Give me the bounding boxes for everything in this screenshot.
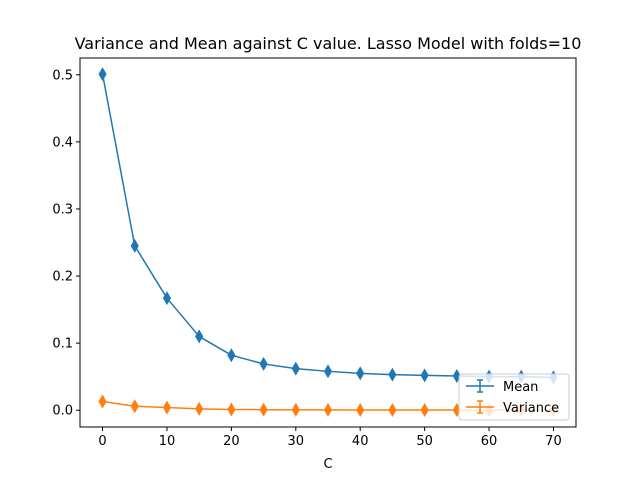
series-variance-point <box>162 400 172 415</box>
chart-title: Variance and Mean against C value. Lasso… <box>75 34 582 53</box>
series-mean-point <box>259 356 268 371</box>
series-variance-point <box>130 399 139 414</box>
series-mean-point <box>162 291 172 306</box>
series-mean-point <box>291 361 300 376</box>
series-mean-point <box>130 238 139 253</box>
series-variance-point <box>356 402 365 417</box>
series-variance-point <box>388 403 397 418</box>
y-axis: 0.0 0.1 0.2 0.3 0.4 0.5 <box>52 68 80 419</box>
legend-entry-mean: Mean <box>466 379 538 395</box>
x-axis: 0 10 20 30 40 50 60 70 <box>98 427 562 449</box>
series-variance-point <box>98 394 107 409</box>
series-mean-point <box>388 367 397 382</box>
y-tick-label: 0.0 <box>52 404 73 419</box>
series-variance-point <box>227 402 236 417</box>
x-tick-label: 10 <box>159 434 176 449</box>
series-variance-point <box>259 402 268 417</box>
legend-mean-label: Mean <box>503 380 538 395</box>
series-variance-point <box>291 402 300 417</box>
series-mean-point <box>420 368 429 383</box>
x-tick-label: 0 <box>98 434 106 449</box>
legend: Mean Variance <box>458 373 570 421</box>
series-variance-point <box>420 403 429 418</box>
plot-frame <box>79 57 577 428</box>
series-variance-point <box>323 402 333 417</box>
series-mean-point <box>227 348 236 363</box>
x-tick-label: 20 <box>223 434 240 449</box>
series-mean-point <box>323 364 333 379</box>
x-tick-label: 50 <box>416 434 433 449</box>
x-tick-label: 30 <box>288 434 305 449</box>
y-tick-label: 0.1 <box>52 337 73 352</box>
legend-entry-variance: Variance <box>466 400 559 416</box>
x-tick-label: 40 <box>352 434 369 449</box>
series-variance-point <box>195 401 204 416</box>
y-tick-label: 0.4 <box>52 135 73 150</box>
y-tick-label: 0.5 <box>52 68 73 83</box>
x-tick-label: 60 <box>481 434 498 449</box>
series-mean-point <box>98 67 107 82</box>
series-mean-point <box>356 366 365 381</box>
y-tick-label: 0.3 <box>52 202 73 217</box>
series-mean-point <box>195 329 204 344</box>
legend-variance-label: Variance <box>503 401 559 416</box>
x-axis-label: C <box>323 457 332 472</box>
x-tick-label: 70 <box>545 434 562 449</box>
y-tick-label: 0.2 <box>52 270 73 285</box>
